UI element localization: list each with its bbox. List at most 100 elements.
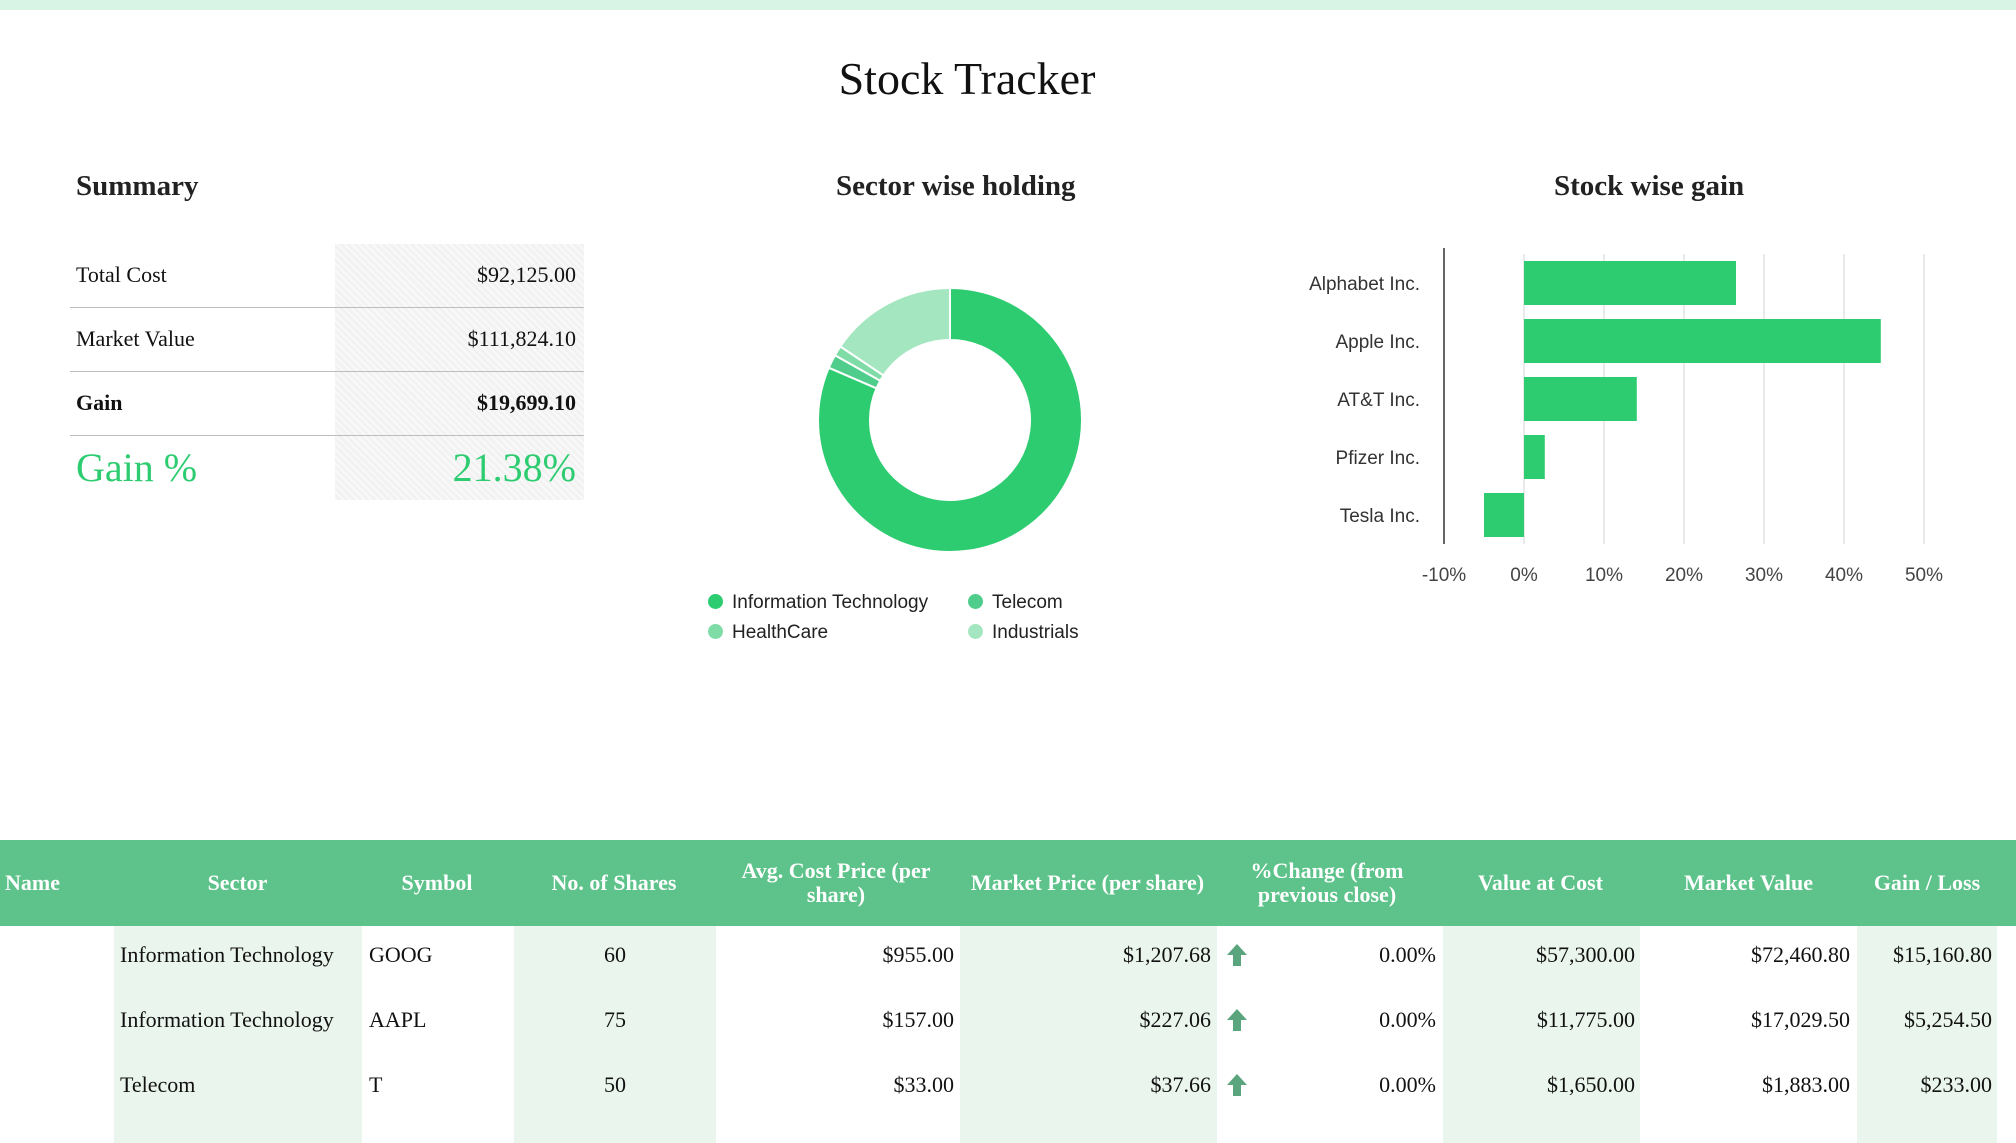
cell-market-value[interactable]: $1,883.00 [1762,1072,1850,1097]
summary-value: 21.38% [452,445,576,490]
legend-item-industrials[interactable]: Industrials [968,622,1079,644]
summary-row-market-value: Market Value $111,824.10 [70,308,584,372]
cell-sector[interactable]: Information Technology [120,942,334,967]
x-tick-label: 40% [1825,565,1863,586]
summary-row-gain-percent: Gain % 21.38% [70,436,584,500]
market-price-column-band [960,926,1217,1143]
summary-title: Summary [76,170,199,202]
bar-alphabet-inc[interactable] [1524,261,1736,305]
bar-pfizer-inc[interactable] [1524,435,1545,479]
legend-item-information-technology[interactable]: Information Technology [708,592,928,614]
bar-at-t-inc[interactable] [1524,377,1637,421]
page-title: Stock Tracker [838,53,1096,104]
cell-shares[interactable]: 75 [604,1007,626,1032]
cell-symbol[interactable]: T [369,1072,383,1097]
cell-shares[interactable]: 60 [604,942,626,967]
cell-symbol[interactable]: AAPL [369,1007,427,1032]
legend-item-telecom[interactable]: Telecom [968,592,1063,614]
bar-apple-inc[interactable] [1524,319,1881,363]
sector-column-band [114,926,362,1143]
cell-gain[interactable]: $5,254.50 [1904,1007,1992,1032]
top-accent-bar [0,0,2016,10]
summary-label: Total Cost [76,262,167,287]
cell-sector[interactable]: Information Technology [120,1007,334,1032]
up-arrow-icon [1227,1074,1247,1096]
donut-chart-title: Sector wise holding [836,170,1076,202]
summary-value-cell[interactable]: $111,824.10 [335,308,584,371]
summary-value-cell[interactable]: $19,699.10 [335,372,584,435]
category-label: Apple Inc. [1336,332,1421,353]
cell-market-price[interactable]: $1,207.68 [1123,942,1211,967]
up-arrow-icon [1227,1009,1247,1031]
category-label: Pfizer Inc. [1336,448,1420,469]
legend-label: Telecom [992,592,1063,613]
category-label: Alphabet Inc. [1309,274,1420,295]
donut-slice-information-technology[interactable] [817,286,1083,553]
summary-label: Gain % [76,445,198,490]
header-symbol[interactable]: Symbol [401,870,473,895]
legend-label: Industrials [992,622,1079,643]
cell-gain[interactable]: $15,160.80 [1893,942,1992,967]
header-sector[interactable]: Sector [207,870,268,895]
cell-sector[interactable]: Telecom [120,1072,196,1097]
legend-item-healthcare[interactable]: HealthCare [708,622,828,644]
header-name[interactable]: Name [5,870,60,895]
legend-dot-icon [968,624,983,639]
cell-avg-cost[interactable]: $955.00 [882,942,955,967]
legend-dot-icon [708,594,723,609]
cell-value-cost[interactable]: $57,300.00 [1536,942,1635,967]
summary-value-cell[interactable]: $92,125.00 [335,244,584,307]
gain-column-band [1857,926,1997,1143]
header-market-price[interactable]: Market Price (per share) [970,870,1205,895]
summary-table: Total Cost $92,125.00 Market Value $111,… [70,244,584,500]
cell-market-price[interactable]: $227.06 [1139,1007,1212,1032]
bar-chart-title: Stock wise gain [1554,170,1745,202]
header-avg-cost[interactable]: Avg. Cost Price (per share) [741,858,931,907]
stock-gain-bar-chart[interactable]: -10% 0% 10% 20% 30% 40% 50% Alphabet Inc. Apple … [1290,240,1950,600]
header-change[interactable]: %Change (from previous close) [1250,858,1404,907]
summary-value-cell[interactable]: 21.38% [335,436,584,500]
legend-label: Information Technology [732,592,929,613]
cell-shares[interactable]: 50 [604,1072,626,1097]
summary-value: $19,699.10 [477,390,576,415]
summary-label: Market Value [76,326,195,351]
header-value-cost[interactable]: Value at Cost [1477,870,1604,895]
cell-avg-cost[interactable]: $33.00 [893,1072,955,1097]
cell-market-value[interactable]: $72,460.80 [1751,942,1850,967]
cell-name[interactable] [5,1005,105,1035]
cell-value-cost[interactable]: $11,775.00 [1536,1007,1635,1032]
cell-market-value[interactable]: $17,029.50 [1751,1007,1850,1032]
x-tick-label: 0% [1510,565,1538,586]
bar-tesla-inc[interactable] [1484,493,1524,537]
cell-change[interactable]: 0.00% [1379,1007,1436,1032]
summary-value: $92,125.00 [477,262,576,287]
summary-value: $111,824.10 [467,326,576,351]
legend-label: HealthCare [732,622,829,643]
cell-name[interactable] [5,940,105,970]
x-tick-label: 20% [1665,565,1703,586]
header-shares[interactable]: No. of Shares [551,870,677,895]
header-market-value[interactable]: Market Value [1684,870,1813,895]
cell-avg-cost[interactable]: $157.00 [882,1007,955,1032]
summary-row-gain: Gain $19,699.10 [70,372,584,436]
value-cost-column-band [1443,926,1640,1143]
cell-gain[interactable]: $233.00 [1920,1072,1993,1097]
header-gain-loss[interactable]: Gain / Loss [1873,870,1981,895]
x-tick-label: -10% [1422,565,1466,586]
donut-legend: Information Technology Telecom HealthCar… [708,592,1128,656]
cell-name[interactable] [5,1070,105,1100]
cell-value-cost[interactable]: $1,650.00 [1547,1072,1635,1097]
cell-change[interactable]: 0.00% [1379,1072,1436,1097]
sector-donut-chart[interactable] [800,270,1100,570]
table-header: Name Sector Symbol No. of Shares Avg. Co… [0,840,2016,926]
category-label: AT&T Inc. [1337,390,1420,411]
cell-market-price[interactable]: $37.66 [1150,1072,1212,1097]
shares-column-band [514,926,716,1143]
holdings-table: Name Sector Symbol No. of Shares Avg. Co… [0,840,2016,1143]
x-tick-label: 10% [1585,565,1623,586]
summary-label: Gain [76,390,123,415]
cell-symbol[interactable]: GOOG [369,942,433,967]
donut-slice-industrials[interactable] [838,286,951,377]
cell-change[interactable]: 0.00% [1379,942,1436,967]
summary-row-total-cost: Total Cost $92,125.00 [70,244,584,308]
